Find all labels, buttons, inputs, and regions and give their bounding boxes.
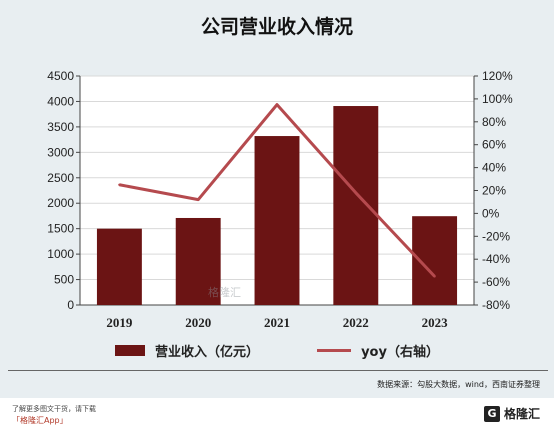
y-left-tick-label: 3500 <box>47 120 74 134</box>
y-left-tick-label: 500 <box>54 273 74 287</box>
x-tick-label: 2022 <box>343 315 369 330</box>
y-left-tick-label: 1000 <box>47 247 74 261</box>
chart-card: 公司营业收入情况 0 500 1000 1500 2000 2500 3000 3500 400… <box>0 0 554 398</box>
y-right-tick-label: 40% <box>482 161 506 175</box>
chart-title: 公司营业收入情况 <box>200 16 353 38</box>
y-right-tick-label: -40% <box>482 252 510 266</box>
point-yoy-2022 <box>354 191 357 194</box>
y-right-tick-label: 20% <box>482 184 506 198</box>
footer-app-link[interactable]: 「格隆汇App」 <box>12 416 68 425</box>
y-right-tick-label: -20% <box>482 229 510 243</box>
legend-swatch-revenue <box>115 344 146 356</box>
y-right-tick-label: 100% <box>482 92 513 106</box>
footer-promo: 了解更多图文干货，请下载 「格隆汇App」 <box>12 404 96 426</box>
point-yoy-2023 <box>433 275 436 278</box>
y-left-tick-label: 4000 <box>47 94 74 108</box>
bar-revenue-2020 <box>175 217 221 305</box>
x-tick-label: 2020 <box>185 315 211 330</box>
brand-logo: G 格隆汇 <box>483 405 540 422</box>
legend-swatch-yoy <box>317 348 352 352</box>
point-yoy-2019 <box>118 183 121 186</box>
y-right-tick-label: -60% <box>482 275 510 289</box>
watermark: 格隆汇 <box>208 286 241 299</box>
y-right-tick-label: 120% <box>482 69 513 83</box>
y-left-tick-label: 4500 <box>47 69 74 83</box>
y-right-tick-label: 0% <box>482 206 500 220</box>
y-right-tick-label: 80% <box>482 115 506 129</box>
x-tick-label: 2023 <box>422 315 449 330</box>
point-yoy-2020 <box>197 198 200 201</box>
y-left-tick-label: 2500 <box>47 171 74 185</box>
divider <box>8 370 548 371</box>
footer-line-1: 了解更多图文干货，请下载 <box>12 405 96 413</box>
legend-label-yoy: yoy（右轴） <box>361 344 439 360</box>
logo-text: 格隆汇 <box>503 407 540 421</box>
y-left-tick-label: 2000 <box>47 196 74 210</box>
source-note: 数据来源：勾股大数据，wind，西南证券整理 <box>377 380 540 389</box>
y-right-tick-label: -80% <box>482 298 510 312</box>
y-left-tick-label: 0 <box>67 298 74 312</box>
legend-item-yoy: yoy（右轴） <box>317 341 439 360</box>
y-left-tick-label: 1500 <box>47 222 74 236</box>
x-tick-label: 2019 <box>106 315 133 330</box>
bar-revenue-2021 <box>254 136 300 305</box>
chart-svg: 0 500 1000 1500 2000 2500 3000 3500 4000 4500 -80%… <box>47 69 513 330</box>
legend-label-revenue: 营业收入（亿元） <box>155 344 260 360</box>
legend-item-revenue: 营业收入（亿元） <box>115 341 259 360</box>
chart-legend: 营业收入（亿元） yoy（右轴） <box>0 338 554 362</box>
x-tick-label: 2021 <box>264 315 290 330</box>
y-right-tick-label: 60% <box>482 138 506 152</box>
point-yoy-2021 <box>275 103 279 106</box>
bar-revenue-2019 <box>96 228 142 305</box>
logo-icon: G <box>483 405 500 422</box>
y-left-tick-label: 3000 <box>47 145 74 159</box>
bar-revenue-2022 <box>333 106 379 305</box>
